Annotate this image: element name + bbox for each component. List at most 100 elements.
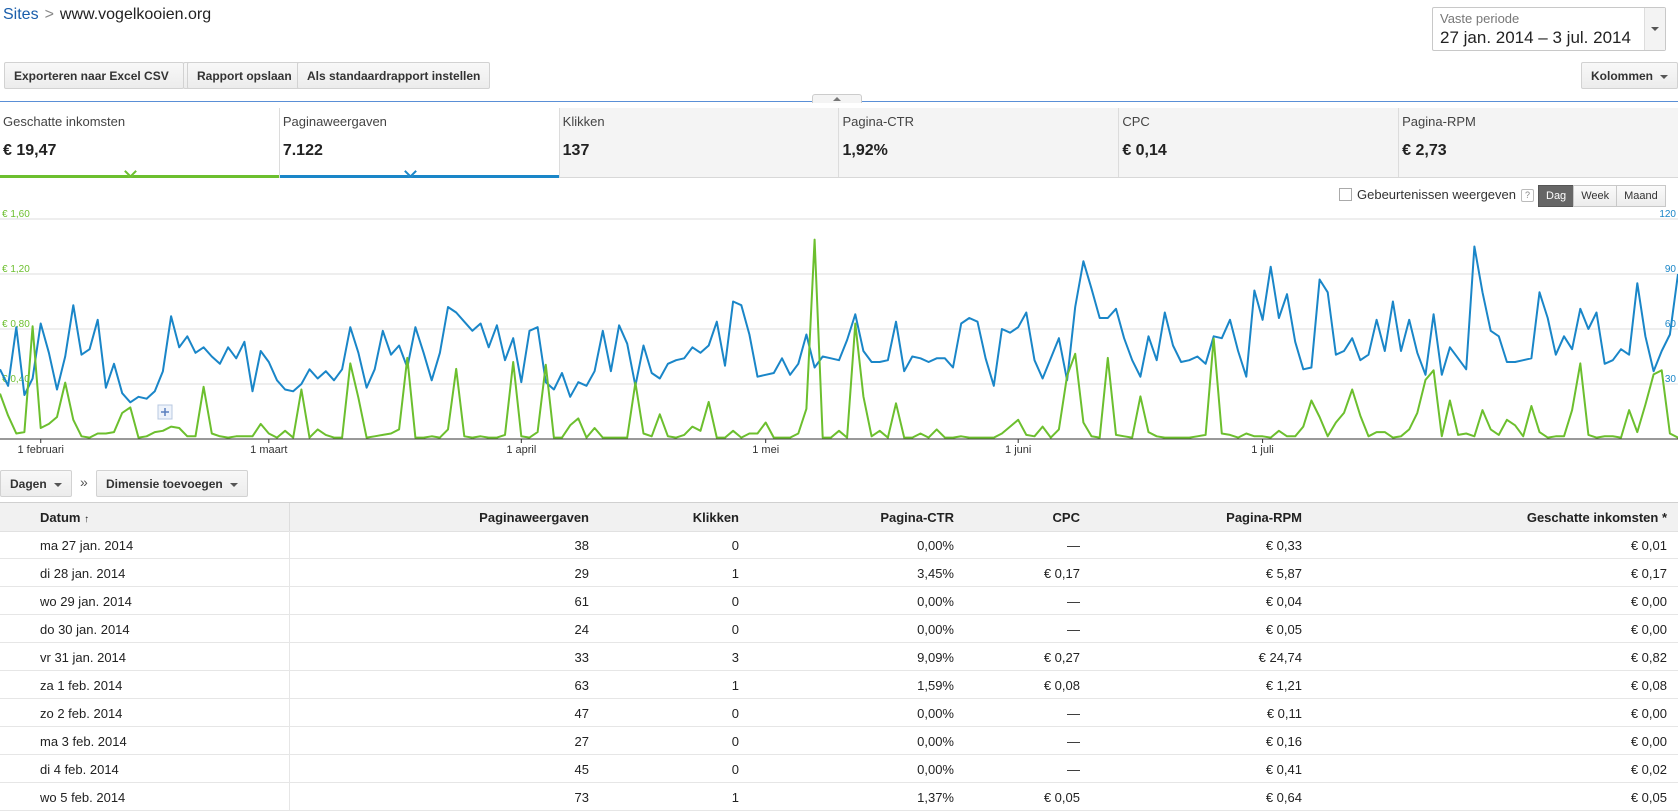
table-cell-earnings: € 0,05 xyxy=(1630,790,1667,805)
table-row[interactable]: zo 2 feb. 2014 47 0 0,00% — € 0,11 € 0,00 xyxy=(0,699,1678,727)
scorecard-cpc[interactable]: CPC € 0,14 xyxy=(1119,108,1400,177)
table-cell-earnings: € 0,08 xyxy=(1630,678,1667,693)
table-cell-ctr: 0,00% xyxy=(917,762,954,777)
performance-chart[interactable]: € 1,60 120€ 1,20 90€ 0,80 60€ 0,40 301 febru… xyxy=(0,209,1678,457)
table-cell-earnings: € 0,00 xyxy=(1630,734,1667,749)
table-cell-pageviews: 61 xyxy=(574,594,589,609)
table-cell-date: zo 2 feb. 2014 xyxy=(40,706,123,721)
table-cell-ctr: 1,37% xyxy=(917,790,954,805)
scorecard-value: € 19,47 xyxy=(3,142,57,159)
scorecard-rpm[interactable]: Pagina-RPM € 2,73 xyxy=(1399,108,1678,177)
column-header-clicks[interactable]: Klikken xyxy=(692,510,739,525)
scorecard-clicks[interactable]: Klikken 137 xyxy=(559,108,840,177)
right-axis-tick: 30 xyxy=(1665,374,1677,385)
table-cell-ctr: 9,09% xyxy=(917,650,954,665)
x-axis-label: 1 juli xyxy=(1251,444,1274,456)
chevron-down-icon xyxy=(1651,27,1659,31)
primary-dimension-dropdown[interactable]: Dagen xyxy=(0,470,72,497)
table-cell-date: vr 31 jan. 2014 xyxy=(40,650,127,665)
table-row[interactable]: ma 27 jan. 2014 38 0 0,00% — € 0,33 € 0,01 xyxy=(0,531,1678,559)
table-cell-date: di 4 feb. 2014 xyxy=(40,762,119,777)
x-axis-label: 1 april xyxy=(506,444,536,456)
table-row[interactable]: wo 5 feb. 2014 73 1 1,37% € 0,05 € 0,64 € 0,05 xyxy=(0,783,1678,811)
chevron-down-icon xyxy=(229,482,238,487)
column-header-ctr[interactable]: Pagina-CTR xyxy=(880,510,954,525)
date-range-value: 27 jan. 2014 – 3 jul. 2014 xyxy=(1440,28,1631,47)
pageviews-series-line xyxy=(0,245,1678,404)
table-cell-rpm: € 0,41 xyxy=(1265,762,1302,777)
table-row[interactable]: wo 29 jan. 2014 61 0 0,00% — € 0,04 € 0,00 xyxy=(0,587,1678,615)
date-range-dropdown[interactable] xyxy=(1644,8,1665,50)
set-default-report-button[interactable]: Als standaardrapport instellen xyxy=(297,62,491,89)
table-cell-ctr: 0,00% xyxy=(917,538,954,553)
breadcrumb-sites-link[interactable]: Sites xyxy=(3,6,39,23)
scorecard-value: 1,92% xyxy=(842,142,888,159)
table-cell-ctr: 0,00% xyxy=(917,734,954,749)
granularity-day-button[interactable]: Dag xyxy=(1538,185,1575,207)
table-cell-earnings: € 0,00 xyxy=(1630,622,1667,637)
table-cell-date: za 1 feb. 2014 xyxy=(40,678,123,693)
events-checkbox[interactable] xyxy=(1339,188,1352,201)
table-cell-ctr: 0,00% xyxy=(917,594,954,609)
table-cell-cpc: € 0,05 xyxy=(1043,790,1080,805)
save-report-button[interactable]: Rapport opslaan xyxy=(187,62,302,89)
earnings-series-line xyxy=(0,238,1678,439)
table-row[interactable]: ma 3 feb. 2014 27 0 0,00% — € 0,16 € 0,00 xyxy=(0,727,1678,755)
left-axis-tick: € 0,40 xyxy=(2,374,30,385)
column-header-rpm[interactable]: Pagina-RPM xyxy=(1226,510,1302,525)
collapse-toggle[interactable] xyxy=(812,94,862,103)
table-row[interactable]: di 4 feb. 2014 45 0 0,00% — € 0,41 € 0,02 xyxy=(0,755,1678,783)
column-header-pageviews[interactable]: Paginaweergaven xyxy=(479,510,589,525)
table-cell-pageviews: 63 xyxy=(574,678,589,693)
chevron-down-icon xyxy=(1660,74,1669,79)
table-cell-cpc: € 0,08 xyxy=(1043,678,1080,693)
table-cell-rpm: € 5,87 xyxy=(1265,566,1302,581)
table-cell-ctr: 0,00% xyxy=(917,706,954,721)
add-dimension-dropdown[interactable]: Dimensie toevoegen xyxy=(96,470,248,497)
column-separator xyxy=(289,783,290,810)
table-cell-cpc: — xyxy=(1067,622,1080,637)
column-header-date[interactable]: Datum ↑ xyxy=(40,510,89,525)
date-range-picker[interactable]: Vaste periode 27 jan. 2014 – 3 jul. 2014 xyxy=(1432,7,1666,51)
x-axis-label: 1 juni xyxy=(1005,444,1031,456)
events-label: Gebeurtenissen weergeven xyxy=(1357,187,1516,202)
table-row[interactable]: di 28 jan. 2014 29 1 3,45% € 0,17 € 5,87 € 0,1… xyxy=(0,559,1678,587)
table-cell-ctr: 0,00% xyxy=(917,622,954,637)
scorecard-earnings[interactable]: Geschatte inkomsten € 19,47 xyxy=(0,108,280,178)
save-report-label: Rapport opslaan xyxy=(197,69,292,83)
export-csv-button[interactable]: Exporteren naar Excel CSV xyxy=(4,62,184,89)
scorecard-label: Pagina-RPM xyxy=(1402,114,1476,129)
table-cell-pageviews: 47 xyxy=(574,706,589,721)
help-icon[interactable]: ? xyxy=(1521,189,1534,202)
table-cell-clicks: 3 xyxy=(731,650,739,665)
scorecard-pageviews[interactable]: Paginaweergaven 7.122 xyxy=(279,108,560,178)
table-row[interactable]: za 1 feb. 2014 63 1 1,59% € 0,08 € 1,21 € 0,08 xyxy=(0,671,1678,699)
plus-icon xyxy=(161,408,169,416)
table-row[interactable]: vr 31 jan. 2014 33 3 9,09% € 0,27 € 24,74 € 0,… xyxy=(0,643,1678,671)
table-cell-rpm: € 0,33 xyxy=(1265,538,1302,553)
table-cell-clicks: 0 xyxy=(731,622,739,637)
column-header-earnings[interactable]: Geschatte inkomsten * xyxy=(1526,510,1667,525)
left-axis-tick: € 1,20 xyxy=(2,264,30,275)
primary-dimension-label: Dagen xyxy=(10,477,47,491)
events-toggle[interactable]: Gebeurtenissen weergeven? xyxy=(1339,187,1534,202)
columns-button[interactable]: Kolommen xyxy=(1581,62,1678,89)
export-csv-label: Exporteren naar Excel CSV xyxy=(14,69,169,83)
table-cell-clicks: 0 xyxy=(731,762,739,777)
table-cell-earnings: € 0,01 xyxy=(1630,538,1667,553)
dimension-chevron-icon: » xyxy=(80,474,88,490)
table-cell-cpc: — xyxy=(1067,706,1080,721)
column-header-cpc[interactable]: CPC xyxy=(1052,510,1080,525)
table-cell-clicks: 0 xyxy=(731,594,739,609)
column-separator xyxy=(289,559,290,586)
granularity-month-button[interactable]: Maand xyxy=(1616,185,1666,207)
scorecard-label: Klikken xyxy=(562,114,605,129)
table-cell-rpm: € 0,04 xyxy=(1265,594,1302,609)
right-axis-tick: 120 xyxy=(1659,209,1676,220)
granularity-week-button[interactable]: Week xyxy=(1573,185,1618,207)
add-dimension-label: Dimensie toevoegen xyxy=(106,477,223,491)
column-separator xyxy=(289,615,290,642)
scorecard-ctr[interactable]: Pagina-CTR 1,92% xyxy=(839,108,1120,177)
column-header-date-label: Datum xyxy=(40,510,81,525)
table-row[interactable]: do 30 jan. 2014 24 0 0,00% — € 0,05 € 0,00 xyxy=(0,615,1678,643)
